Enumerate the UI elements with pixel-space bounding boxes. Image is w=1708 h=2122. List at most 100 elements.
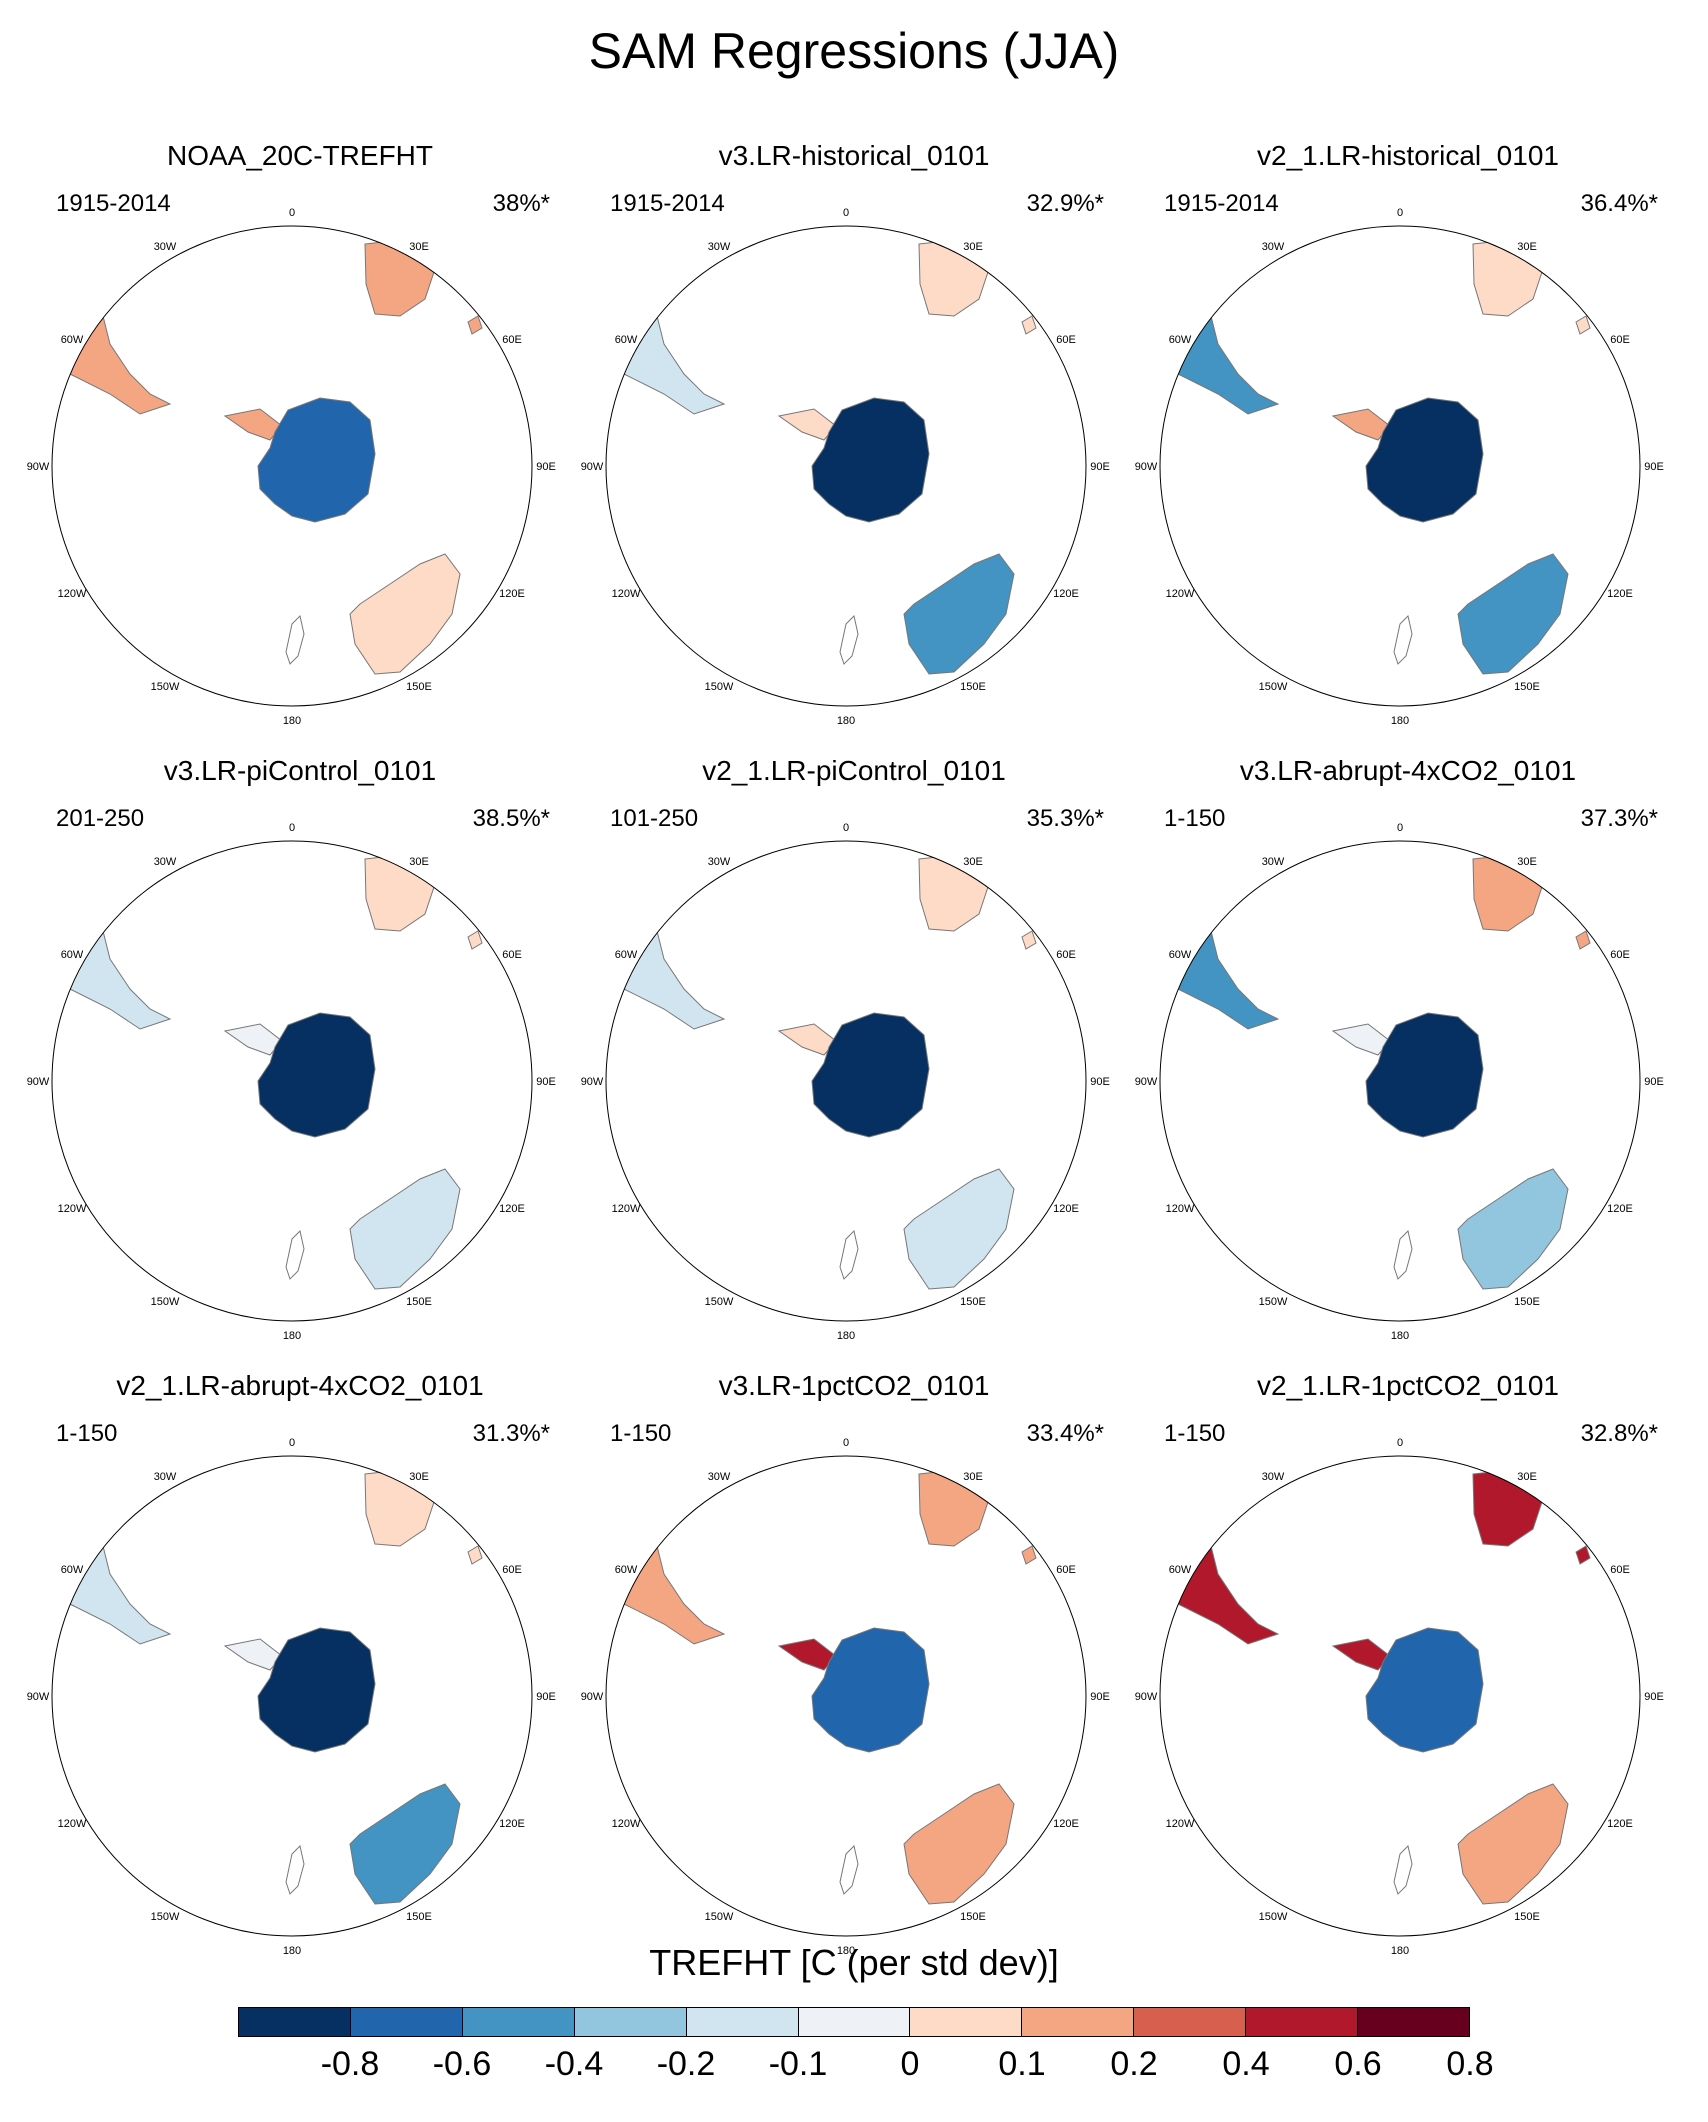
- longitude-label: 90E: [536, 1076, 556, 1088]
- australia-region: [1457, 1168, 1569, 1290]
- longitude-label: 180: [837, 1945, 855, 1957]
- period-label: 1-150: [1164, 805, 1226, 832]
- longitude-label: 60E: [1610, 334, 1630, 346]
- longitude-label: 60W: [615, 334, 638, 346]
- longitude-label: 90E: [1090, 1076, 1110, 1088]
- longitude-label: 0: [843, 1437, 849, 1449]
- madagascar-region: [1021, 315, 1037, 335]
- longitude-label: 30E: [409, 241, 429, 253]
- longitude-label: 150W: [1259, 1911, 1288, 1923]
- longitude-label: 120W: [58, 1203, 87, 1215]
- period-label: 1-150: [610, 1420, 672, 1447]
- longitude-label: 30W: [708, 241, 731, 253]
- figure-title: SAM Regressions (JJA): [588, 23, 1120, 79]
- panel-title: v3.LR-abrupt-4xCO2_0101: [1239, 755, 1577, 786]
- south-america-region: [1160, 1493, 1280, 1645]
- longitude-label: 150E: [960, 681, 986, 693]
- polar-map: 0 30E 60E 90E 120E 150E 180 150W 120W 90W 60W 30W: [27, 822, 556, 1342]
- longitude-label: 150W: [151, 681, 180, 693]
- south-america-region: [606, 878, 726, 1030]
- variance-explained-label: 37.3%*: [1580, 805, 1658, 832]
- longitude-label: 30W: [1262, 856, 1285, 868]
- new-zealand-region: [1393, 615, 1413, 665]
- longitude-label: 180: [283, 1330, 301, 1342]
- new-zealand-region: [285, 1845, 305, 1895]
- new-zealand-region: [285, 1230, 305, 1280]
- antarctica-region: [257, 1627, 376, 1753]
- madagascar-region: [1575, 930, 1591, 950]
- colorbar-segment: [462, 2008, 575, 2036]
- antarctica-region: [1365, 397, 1484, 523]
- new-zealand-region: [1393, 1230, 1413, 1280]
- longitude-label: 60E: [502, 334, 522, 346]
- polar-map: 0 30E 60E 90E 120E 150E 180 150W 120W 90W 60W 30W: [581, 822, 1110, 1342]
- longitude-label: 120E: [1053, 588, 1079, 600]
- longitude-label: 120E: [499, 588, 525, 600]
- colorbar-tick-label: 0: [900, 2045, 920, 2083]
- australia-region: [903, 553, 1015, 675]
- south-america-region: [52, 263, 172, 415]
- map-boundary: [605, 225, 1087, 707]
- longitude-label: 90W: [27, 1691, 50, 1703]
- variance-explained-label: 32.9%*: [1026, 190, 1104, 217]
- longitude-label: 60W: [61, 1564, 84, 1576]
- australia-region: [903, 1168, 1015, 1290]
- longitude-label: 30W: [708, 856, 731, 868]
- longitude-label: 60E: [1056, 334, 1076, 346]
- longitude-label: 150E: [406, 1296, 432, 1308]
- south-america-region: [52, 1493, 172, 1645]
- longitude-label: 90W: [1135, 1076, 1158, 1088]
- madagascar-region: [467, 930, 483, 950]
- period-label: 1915-2014: [610, 190, 725, 217]
- longitude-label: 120E: [1607, 1203, 1633, 1215]
- map-panel: v2_1.LR-abrupt-4xCO2_0101 1-150 31.3%* 0 30E…: [20, 1370, 580, 1960]
- madagascar-region: [1021, 930, 1037, 950]
- colorbar-tick-label: -0.1: [768, 2045, 828, 2083]
- new-zealand-region: [839, 615, 859, 665]
- longitude-label: 60E: [1056, 949, 1076, 961]
- colorbar-tick-label: 0.6: [1334, 2045, 1382, 2083]
- longitude-label: 180: [1391, 1945, 1409, 1957]
- longitude-label: 180: [837, 1330, 855, 1342]
- longitude-label: 90W: [27, 1076, 50, 1088]
- longitude-label: 150E: [1514, 1296, 1540, 1308]
- longitude-label: 30W: [1262, 241, 1285, 253]
- longitude-label: 0: [1397, 207, 1403, 219]
- longitude-label: 120W: [612, 1203, 641, 1215]
- colorbar-segment: [910, 2008, 1023, 2036]
- longitude-label: 60E: [502, 1564, 522, 1576]
- longitude-label: 150E: [406, 1911, 432, 1923]
- longitude-label: 90E: [1090, 461, 1110, 473]
- longitude-label: 150W: [705, 1911, 734, 1923]
- colorbar-tick-label: -0.6: [432, 2045, 492, 2083]
- longitude-label: 90W: [581, 461, 604, 473]
- longitude-label: 30E: [963, 241, 983, 253]
- longitude-label: 90E: [1644, 1691, 1664, 1703]
- longitude-label: 90W: [1135, 1691, 1158, 1703]
- colorbar: [238, 2007, 1470, 2037]
- colorbar-segment: [1022, 2008, 1135, 2036]
- colorbar-tick-label: -0.4: [544, 2045, 604, 2083]
- map-boundary: [605, 1455, 1087, 1937]
- south-america-region: [606, 263, 726, 415]
- longitude-label: 0: [843, 822, 849, 834]
- longitude-label: 120W: [1166, 588, 1195, 600]
- longitude-label: 120E: [1607, 588, 1633, 600]
- panel-title: v3.LR-piControl_0101: [163, 755, 437, 786]
- longitude-label: 150W: [705, 1296, 734, 1308]
- longitude-label: 120W: [1166, 1818, 1195, 1830]
- map-panel: v3.LR-1pctCO2_0101 1-150 33.4%* 0 30E 60E 90E 1…: [574, 1370, 1134, 1960]
- longitude-label: 0: [843, 207, 849, 219]
- map-panel: v2_1.LR-1pctCO2_0101 1-150 32.8%* 0 30E 60E 90…: [1128, 1370, 1688, 1960]
- longitude-label: 30E: [963, 1471, 983, 1483]
- colorbar-tick-label: 0.2: [1110, 2045, 1158, 2083]
- period-label: 101-250: [610, 805, 699, 832]
- longitude-label: 60W: [615, 1564, 638, 1576]
- longitude-label: 0: [289, 1437, 295, 1449]
- panel-title: v2_1.LR-piControl_0101: [702, 755, 1006, 786]
- longitude-label: 150W: [1259, 681, 1288, 693]
- colorbar-tick-label: 0.8: [1446, 2045, 1494, 2083]
- colorbar-segment: [1134, 2008, 1247, 2036]
- longitude-label: 180: [1391, 715, 1409, 727]
- map-boundary: [1159, 840, 1641, 1322]
